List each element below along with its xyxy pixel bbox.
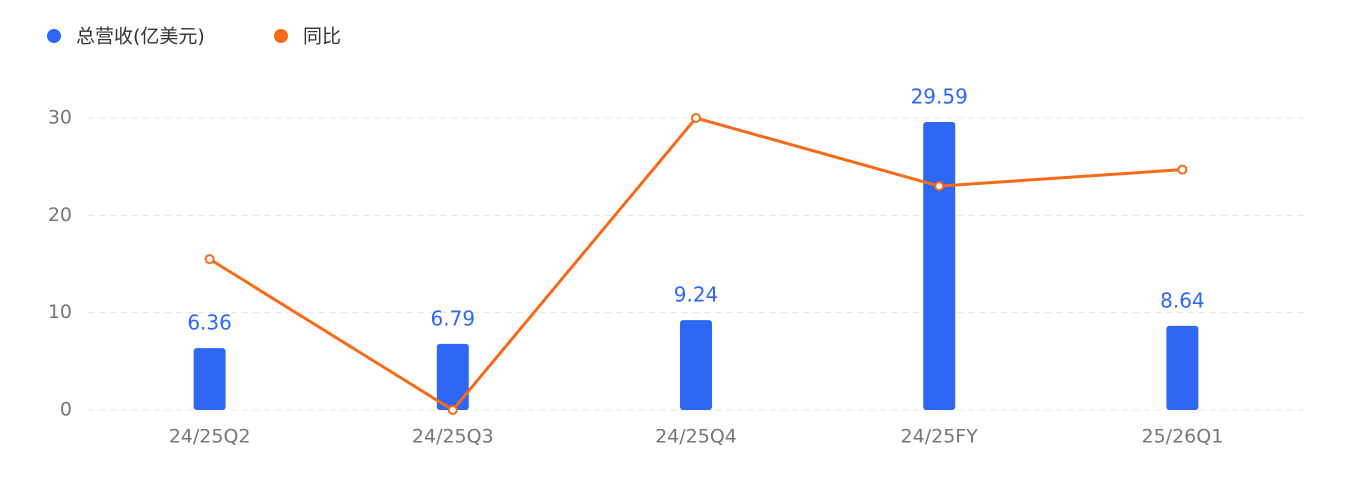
legend-marker (274, 29, 288, 43)
value-label: 6.36 (187, 311, 232, 335)
x-tick-label: 25/26Q1 (1141, 426, 1223, 448)
x-tick-label: 24/25Q2 (169, 426, 251, 448)
line-point (691, 113, 701, 123)
bar (923, 121, 956, 411)
x-tick-label: 24/25Q4 (655, 426, 737, 448)
y-tick-label: 20 (48, 204, 72, 226)
x-tick-label: 24/25FY (901, 426, 979, 448)
bar (436, 343, 469, 410)
legend-label: 总营收(亿美元) (76, 26, 205, 48)
value-label: 8.64 (1160, 288, 1205, 312)
y-tick-label: 10 (48, 301, 72, 323)
line-point (204, 254, 215, 265)
value-label: 29.59 (911, 84, 968, 108)
legend-marker (47, 29, 61, 43)
line-point (1177, 164, 1188, 175)
bar (680, 320, 712, 410)
bar (193, 348, 226, 410)
x-tick-label: 24/25Q3 (412, 426, 494, 448)
line-point (447, 405, 458, 415)
value-label: 6.79 (431, 306, 476, 330)
legend-label: 同比 (303, 26, 341, 48)
y-tick-label: 30 (48, 107, 72, 129)
y-tick-label: 0 (60, 399, 72, 421)
bar (1166, 325, 1199, 410)
value-label: 9.24 (674, 283, 719, 307)
line-point (934, 181, 945, 192)
